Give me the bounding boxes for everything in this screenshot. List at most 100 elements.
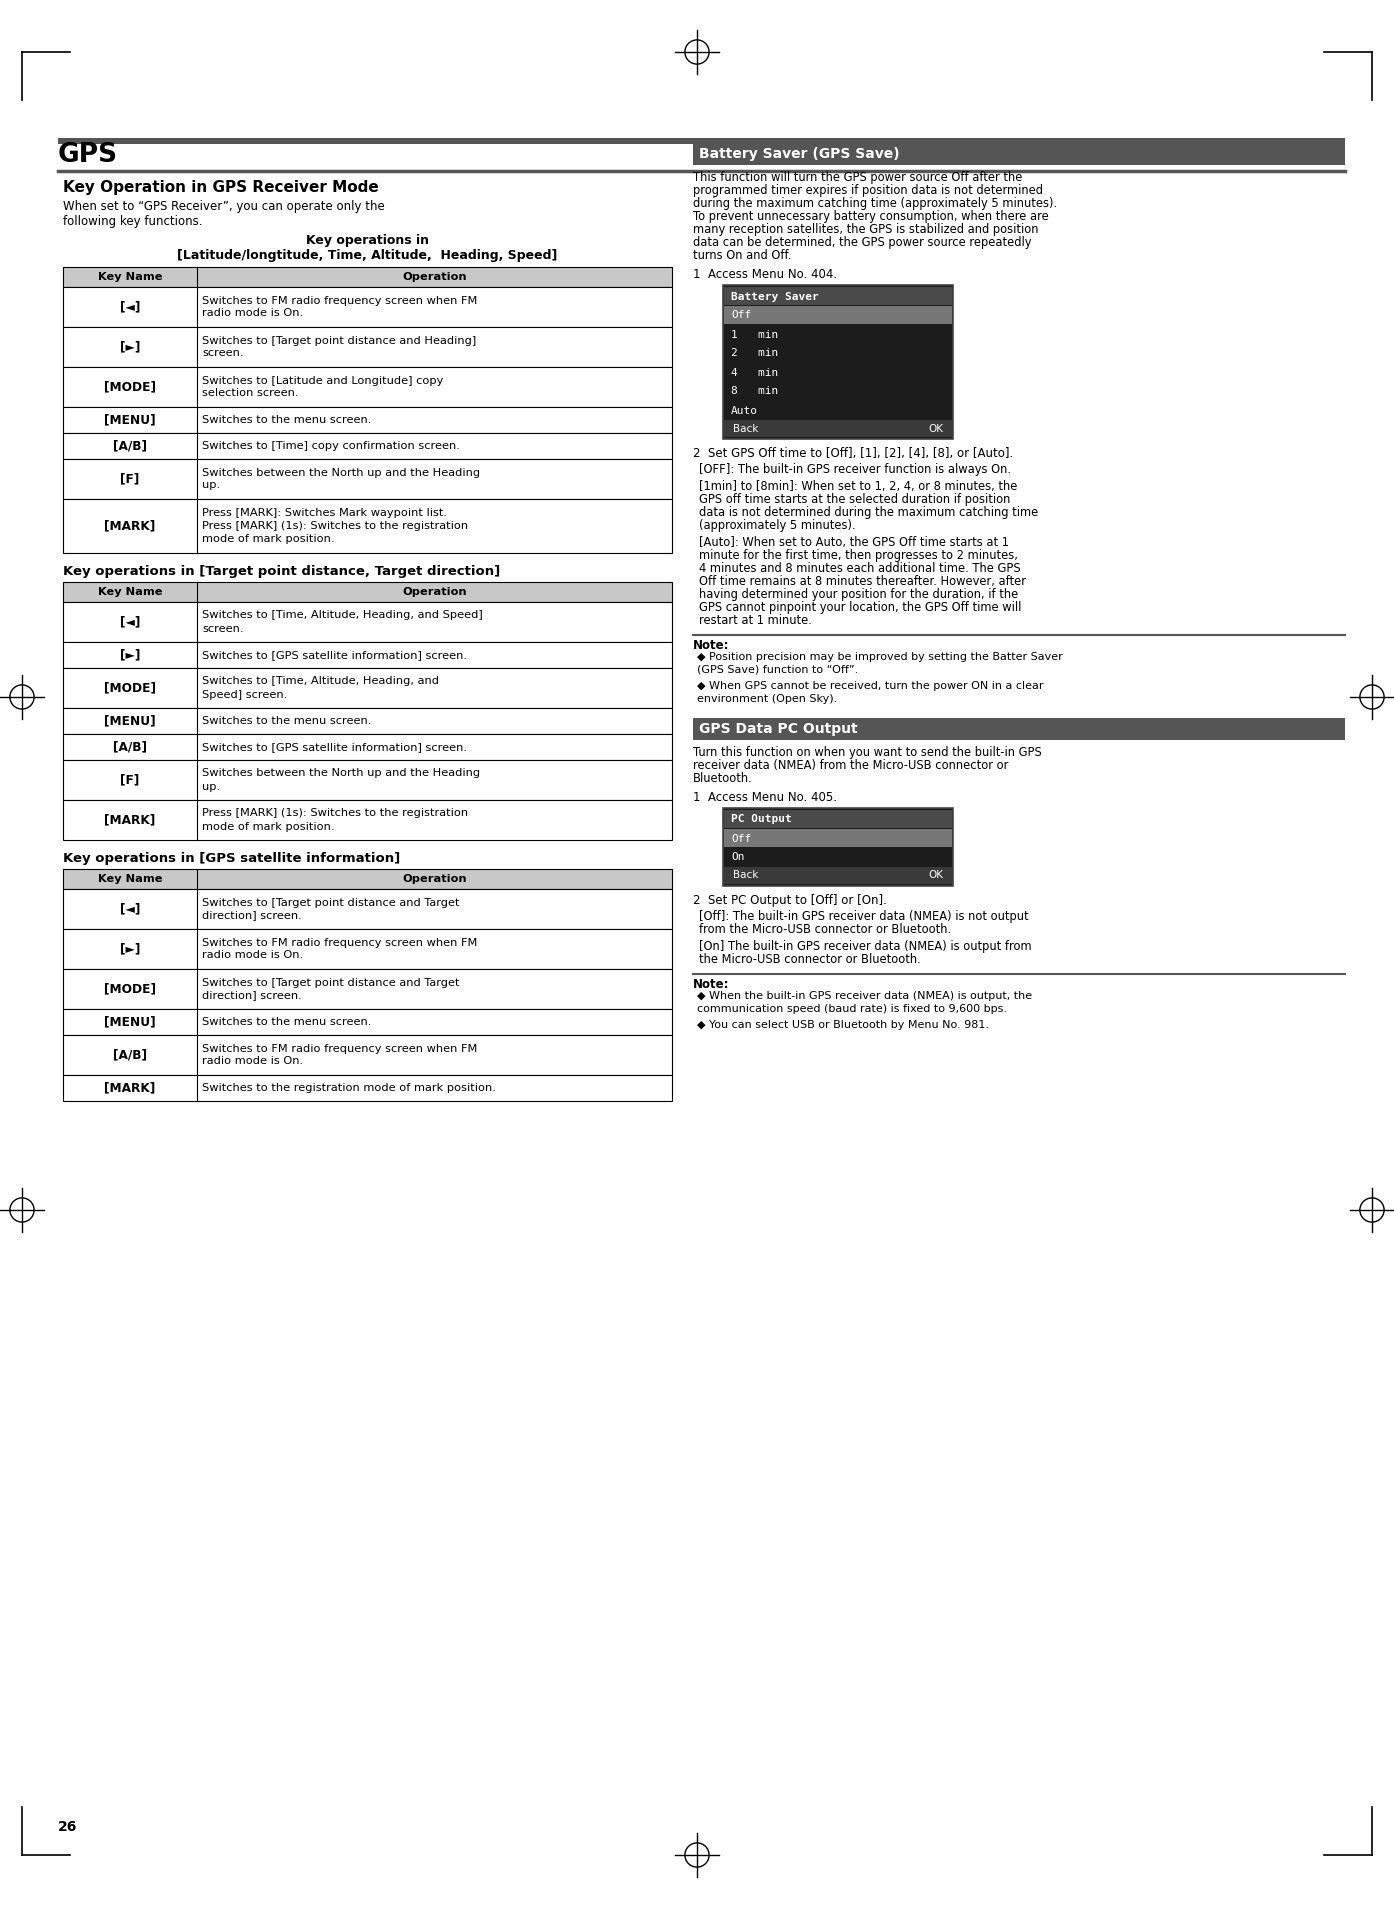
Text: Switches to [Target point distance and Heading]: Switches to [Target point distance and H… [202, 336, 477, 345]
Text: ◆ Position precision may be improved by setting the Batter Saver: ◆ Position precision may be improved by … [697, 652, 1062, 662]
Text: [OFF]: The built-in GPS receiver function is always On.: [OFF]: The built-in GPS receiver functio… [698, 463, 1011, 477]
Text: Key operations in [GPS satellite information]: Key operations in [GPS satellite informa… [63, 852, 400, 866]
Text: radio mode is On.: radio mode is On. [202, 950, 302, 961]
Bar [723, 868, 952, 885]
Text: up.: up. [202, 782, 220, 791]
Text: ◆ When GPS cannot be received, turn the power ON in a clear: ◆ When GPS cannot be received, turn the … [697, 681, 1044, 690]
Text: Switches to [Time, Altitude, Heading, and: Switches to [Time, Altitude, Heading, an… [202, 677, 439, 687]
Text: [MENU]: [MENU] [105, 715, 156, 727]
Text: receiver data (NMEA) from the Micro-USB connector or: receiver data (NMEA) from the Micro-USB … [693, 759, 1008, 772]
Bar [63, 326, 672, 366]
Text: 8   min: 8 min [730, 387, 778, 397]
Text: [MODE]: [MODE] [105, 982, 156, 995]
Text: Key Name: Key Name [98, 587, 162, 597]
Text: 1  Access Menu No. 405.: 1 Access Menu No. 405. [693, 791, 836, 805]
Text: [A/B]: [A/B] [113, 439, 146, 452]
Text: Switches to FM radio frequency screen when FM: Switches to FM radio frequency screen wh… [202, 296, 477, 305]
Text: Note:: Note: [693, 639, 729, 652]
Bar [723, 284, 953, 439]
Text: 1  Access Menu No. 404.: 1 Access Menu No. 404. [693, 269, 838, 280]
Text: [►]: [►] [120, 648, 141, 662]
Text: GPS Data PC Output: GPS Data PC Output [698, 723, 857, 736]
Bar [63, 969, 672, 1009]
Text: turns On and Off.: turns On and Off. [693, 250, 792, 261]
Bar [63, 433, 672, 460]
Bar [63, 889, 672, 929]
Text: (approximately 5 minutes).: (approximately 5 minutes). [698, 519, 856, 532]
Text: Switches to FM radio frequency screen when FM: Switches to FM radio frequency screen wh… [202, 1043, 477, 1053]
Text: Bluetooth.: Bluetooth. [693, 772, 753, 786]
Text: Key Operation in GPS Receiver Mode: Key Operation in GPS Receiver Mode [63, 179, 379, 195]
Text: direction] screen.: direction] screen. [202, 990, 301, 1001]
Text: 2  Set PC Output to [Off] or [On].: 2 Set PC Output to [Off] or [On]. [693, 894, 887, 908]
Text: [MODE]: [MODE] [105, 681, 156, 694]
Text: Off: Off [730, 833, 751, 843]
Bar [63, 500, 672, 553]
Bar [63, 366, 672, 406]
Text: data can be determined, the GPS power source repeatedly: data can be determined, the GPS power so… [693, 236, 1032, 250]
Text: Switches between the North up and the Heading: Switches between the North up and the He… [202, 769, 480, 778]
Text: [◄]: [◄] [120, 902, 141, 915]
Bar [63, 603, 672, 643]
Text: On: On [730, 852, 744, 862]
Text: screen.: screen. [202, 349, 244, 359]
Bar [63, 1009, 672, 1036]
Text: Switches to the menu screen.: Switches to the menu screen. [202, 1016, 371, 1028]
Bar [693, 719, 1345, 740]
Text: data is not determined during the maximum catching time: data is not determined during the maximu… [698, 505, 1039, 519]
Bar [63, 801, 672, 839]
Text: [MENU]: [MENU] [105, 1016, 156, 1028]
Bar [63, 870, 672, 889]
Text: having determined your position for the duration, if the: having determined your position for the … [698, 587, 1018, 601]
Text: OK: OK [928, 870, 942, 881]
Text: Key operations in: Key operations in [307, 235, 429, 248]
Text: GPS cannot pinpoint your location, the GPS Off time will: GPS cannot pinpoint your location, the G… [698, 601, 1022, 614]
Text: Switches to [Target point distance and Target: Switches to [Target point distance and T… [202, 898, 460, 908]
Text: [MODE]: [MODE] [105, 381, 156, 393]
Text: [Auto]: When set to Auto, the GPS Off time starts at 1: [Auto]: When set to Auto, the GPS Off ti… [698, 536, 1009, 549]
Text: [A/B]: [A/B] [113, 1049, 146, 1062]
Bar [63, 1076, 672, 1100]
Text: programmed timer expires if position data is not determined: programmed timer expires if position dat… [693, 183, 1043, 196]
Text: [MARK]: [MARK] [105, 1081, 156, 1095]
Bar [63, 1036, 672, 1076]
Text: Key operations in [Target point distance, Target direction]: Key operations in [Target point distance… [63, 564, 500, 578]
Text: minute for the first time, then progresses to 2 minutes,: minute for the first time, then progress… [698, 549, 1018, 563]
Text: the Micro-USB connector or Bluetooth.: the Micro-USB connector or Bluetooth. [698, 954, 921, 967]
Bar [723, 420, 952, 437]
Text: 26: 26 [59, 1819, 78, 1835]
Bar [723, 809, 953, 887]
Text: ◆ When the built-in GPS receiver data (NMEA) is output, the: ◆ When the built-in GPS receiver data (N… [697, 992, 1032, 1001]
Text: Switches to the menu screen.: Switches to the menu screen. [202, 416, 371, 425]
Text: mode of mark position.: mode of mark position. [202, 822, 335, 831]
Bar [63, 286, 672, 326]
Text: 2  Set GPS Off time to [Off], [1], [2], [4], [8], or [Auto].: 2 Set GPS Off time to [Off], [1], [2], [… [693, 446, 1013, 460]
Text: up.: up. [202, 481, 220, 490]
Text: during the maximum catching time (approximately 5 minutes).: during the maximum catching time (approx… [693, 196, 1057, 210]
Bar [63, 734, 672, 761]
Text: Auto: Auto [730, 406, 758, 416]
Text: GPS: GPS [59, 141, 118, 168]
Text: [►]: [►] [120, 942, 141, 955]
Bar [723, 286, 952, 305]
Bar [723, 830, 952, 847]
Text: Key Name: Key Name [98, 273, 162, 282]
Text: Note:: Note: [693, 978, 729, 992]
Text: Back: Back [733, 423, 758, 433]
Text: radio mode is On.: radio mode is On. [202, 1056, 302, 1066]
Text: Switches to [GPS satellite information] screen.: Switches to [GPS satellite information] … [202, 650, 467, 660]
Text: Off time remains at 8 minutes thereafter. However, after: Off time remains at 8 minutes thereafter… [698, 576, 1026, 587]
Bar [63, 582, 672, 603]
Bar [63, 643, 672, 667]
Text: Key Name: Key Name [98, 873, 162, 885]
Text: Operation: Operation [403, 587, 467, 597]
Text: restart at 1 minute.: restart at 1 minute. [698, 614, 811, 627]
Text: This function will turn the GPS power source Off after the: This function will turn the GPS power so… [693, 172, 1022, 183]
Text: 2   min: 2 min [730, 349, 778, 359]
Text: 4 minutes and 8 minutes each additional time. The GPS: 4 minutes and 8 minutes each additional … [698, 563, 1020, 576]
Text: communication speed (baud rate) is fixed to 9,600 bps.: communication speed (baud rate) is fixed… [697, 1003, 1006, 1015]
Text: Turn this function on when you want to send the built-in GPS: Turn this function on when you want to s… [693, 746, 1041, 759]
Bar [63, 267, 672, 286]
Text: Switches to the menu screen.: Switches to the menu screen. [202, 715, 371, 727]
Text: To prevent unnecessary battery consumption, when there are: To prevent unnecessary battery consumpti… [693, 210, 1048, 223]
